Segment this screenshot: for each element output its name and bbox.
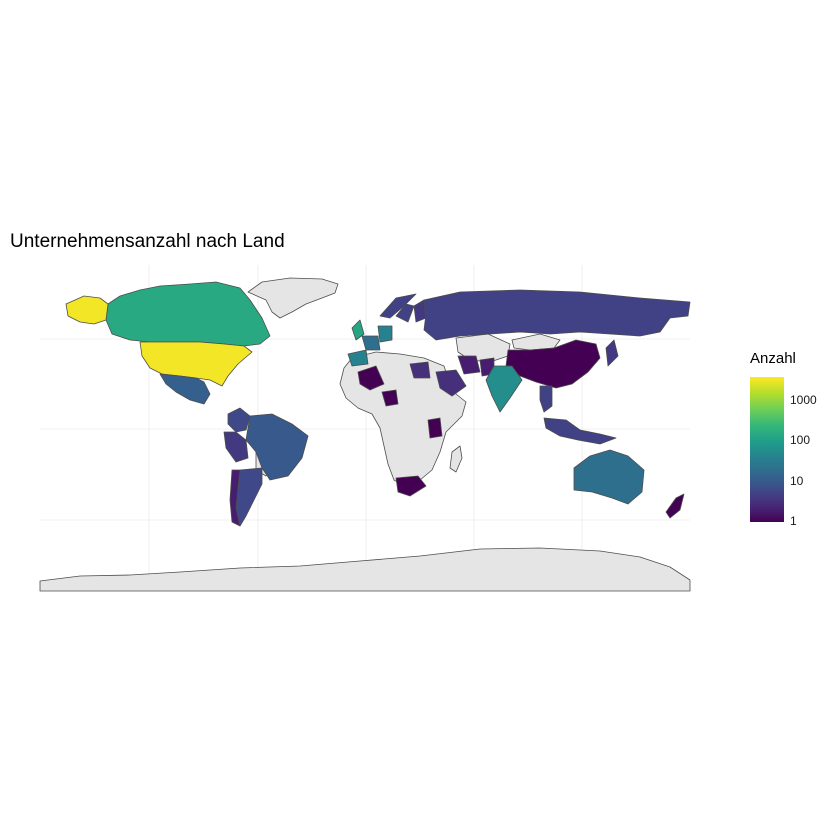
chart-title: Unternehmensanzahl nach Land [10, 231, 285, 252]
country-new-zealand [665, 493, 685, 519]
country-china [505, 339, 601, 389]
country-russia [423, 289, 691, 341]
country-canada [105, 281, 271, 347]
mongolia [511, 333, 561, 351]
antarctica [39, 547, 691, 592]
legend-tick-label: 10 [790, 473, 804, 488]
country-mali [357, 365, 385, 391]
country-egypt [409, 361, 431, 379]
country-thailand [539, 385, 553, 413]
country-norway [379, 293, 417, 319]
greenland [247, 277, 339, 319]
country-japan [605, 339, 619, 367]
legend-tick-label: 1 [790, 514, 797, 528]
country-iran [457, 355, 481, 375]
legend-colorbar [750, 377, 784, 522]
legend-tick-label: 1000 [790, 393, 817, 408]
legend-title: Anzahl [750, 350, 796, 367]
country-australia [573, 449, 645, 505]
country-germany [377, 325, 393, 343]
country-peru [223, 431, 249, 463]
country-india [485, 365, 523, 413]
country-mexico [159, 373, 211, 405]
country-kenya [427, 417, 443, 439]
country-spain [347, 349, 369, 367]
country-colombia [227, 407, 251, 433]
country-indonesia [543, 417, 617, 445]
country-chile [229, 469, 241, 527]
country-usa-alaska [65, 295, 109, 325]
country-saudi-arabia [435, 369, 467, 397]
country-usa [139, 341, 253, 387]
country-south-africa [395, 475, 427, 497]
colorbar [750, 377, 784, 522]
country-brazil [245, 413, 309, 481]
country-nigeria [381, 389, 399, 407]
legend-tick-label: 100 [790, 433, 811, 448]
central-asia-unlisted [455, 333, 511, 363]
country-uk [351, 319, 365, 341]
madagascar [449, 445, 463, 473]
country-france [361, 335, 381, 351]
